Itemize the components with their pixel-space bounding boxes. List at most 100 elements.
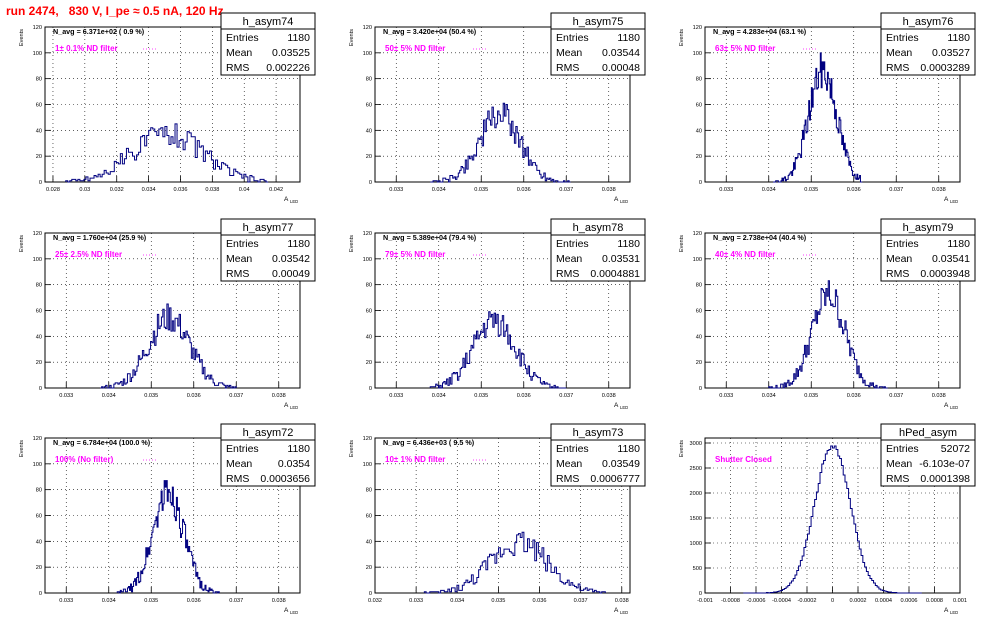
stats-value: 0.002226 xyxy=(266,62,310,74)
y-tick-label: 60 xyxy=(696,309,702,315)
y-tick-label: 60 xyxy=(366,309,372,315)
x-tick-label: 0.034 xyxy=(102,598,116,604)
stats-label: Mean xyxy=(556,253,582,265)
y-tick-label: 2500 xyxy=(690,466,702,472)
y-axis-title: Events xyxy=(679,440,685,457)
y-tick-label: 120 xyxy=(33,231,42,237)
x-axis-title: A xyxy=(284,196,289,203)
y-tick-label: 100 xyxy=(363,51,372,57)
x-tick-label: 0.033 xyxy=(389,187,403,193)
x-axis-title: A xyxy=(614,402,619,409)
x-tick-label: 0.035 xyxy=(144,393,158,399)
x-axis-title: A xyxy=(614,607,619,614)
y-tick-label: 40 xyxy=(36,128,42,134)
stats-value: 1180 xyxy=(287,32,310,44)
y-tick-label: 100 xyxy=(363,257,372,263)
y-tick-label: 500 xyxy=(693,566,702,572)
n-avg-label: N_avg = 2.738e+04 (40.4 %) xyxy=(713,233,807,242)
n-avg-label: N_avg = 6.436e+03 ( 9.5 %) xyxy=(383,438,475,447)
y-tick-label: 20 xyxy=(36,154,42,160)
x-tick-label: 0.036 xyxy=(517,187,531,193)
stats-label: Mean xyxy=(886,47,912,59)
x-tick-label: 0.038 xyxy=(932,187,946,193)
n-avg-label: N_avg = 5.389e+04 (79.4 %) xyxy=(383,233,477,242)
stats-title: h_asym78 xyxy=(573,222,624,234)
x-tick-label: 0.0008 xyxy=(926,598,943,604)
stats-box xyxy=(550,423,646,487)
x-tick-label: 0.038 xyxy=(272,598,286,604)
stats-label: Mean xyxy=(886,253,912,265)
filter-note: 79± 5% ND filter xyxy=(385,250,445,259)
x-tick-label: 0.035 xyxy=(474,393,488,399)
x-tick-label: 0.036 xyxy=(187,598,201,604)
filter-note: 1± 0.1% ND filter xyxy=(55,44,118,53)
y-tick-label: 120 xyxy=(693,231,702,237)
y-tick-label: 80 xyxy=(366,77,372,83)
stats-value: 1180 xyxy=(617,32,640,44)
x-tick-label: 0.038 xyxy=(602,187,616,193)
stats-label: Mean xyxy=(886,458,912,470)
x-axis-subscript: LED xyxy=(950,405,958,410)
x-tick-label: 0.034 xyxy=(762,187,776,193)
stats-label: RMS xyxy=(556,62,579,74)
y-tick-label: 80 xyxy=(36,488,42,494)
histogram-series xyxy=(743,445,922,594)
y-tick-label: 120 xyxy=(33,436,42,442)
x-tick-label: 0.032 xyxy=(368,598,382,604)
stats-label: Mean xyxy=(226,47,252,59)
filter-note: 63± 5% ND filter xyxy=(715,44,775,53)
x-tick-label: 0.036 xyxy=(847,393,861,399)
x-tick-label: 0.036 xyxy=(533,598,547,604)
x-axis-title: A xyxy=(944,196,949,203)
y-tick-label: 0 xyxy=(39,386,42,392)
x-tick-label: 0.036 xyxy=(173,187,187,193)
stats-box xyxy=(220,12,316,76)
y-tick-label: 60 xyxy=(36,309,42,315)
x-tick-label: 0.037 xyxy=(559,393,573,399)
y-tick-label: 40 xyxy=(36,539,42,545)
histogram-series xyxy=(773,52,863,183)
x-tick-label: 0.038 xyxy=(272,393,286,399)
x-axis-subscript: LED xyxy=(290,199,298,204)
stats-label: RMS xyxy=(886,268,909,280)
y-tick-label: 20 xyxy=(366,360,372,366)
stats-box xyxy=(880,218,976,282)
x-axis-title: A xyxy=(284,402,289,409)
y-axis-title: Events xyxy=(349,440,355,457)
stats-label: Entries xyxy=(556,32,589,44)
stats-label: Entries xyxy=(226,32,259,44)
x-tick-label: 0.0004 xyxy=(875,598,892,604)
y-tick-label: 20 xyxy=(366,565,372,571)
stats-label: RMS xyxy=(886,62,909,74)
y-tick-label: 20 xyxy=(696,154,702,160)
stats-label: RMS xyxy=(226,268,249,280)
x-tick-label: 0.037 xyxy=(559,187,573,193)
x-axis-title: A xyxy=(284,607,289,614)
n-avg-label: N_avg = 1.760e+04 (25.9 %) xyxy=(53,233,147,242)
x-tick-label: 0.034 xyxy=(762,393,776,399)
stats-value: 0.0003656 xyxy=(260,473,310,485)
y-tick-label: 20 xyxy=(36,565,42,571)
x-tick-label: 0.038 xyxy=(602,393,616,399)
stats-value: -6.103e-07 xyxy=(919,458,970,470)
stats-value: 0.0006777 xyxy=(590,473,640,485)
stats-title: h_asym73 xyxy=(573,427,624,439)
y-tick-label: 80 xyxy=(36,283,42,289)
y-tick-label: 20 xyxy=(36,360,42,366)
x-tick-label: 0.035 xyxy=(491,598,505,604)
x-tick-label: 0.0006 xyxy=(900,598,917,604)
y-tick-label: 0 xyxy=(369,591,372,597)
filter-note: 100% (No filter) xyxy=(55,455,114,464)
stats-label: Entries xyxy=(886,443,919,455)
y-tick-label: 40 xyxy=(366,334,372,340)
x-tick-label: 0.033 xyxy=(389,393,403,399)
stats-label: Mean xyxy=(226,253,252,265)
y-axis-title: Events xyxy=(679,29,685,46)
x-tick-label: 0.036 xyxy=(187,393,201,399)
stats-value: 0.03531 xyxy=(602,253,640,265)
y-tick-label: 1000 xyxy=(690,541,702,547)
y-axis-title: Events xyxy=(349,235,355,252)
x-tick-label: 0.038 xyxy=(932,393,946,399)
y-tick-label: 60 xyxy=(366,103,372,109)
y-tick-label: 40 xyxy=(36,334,42,340)
